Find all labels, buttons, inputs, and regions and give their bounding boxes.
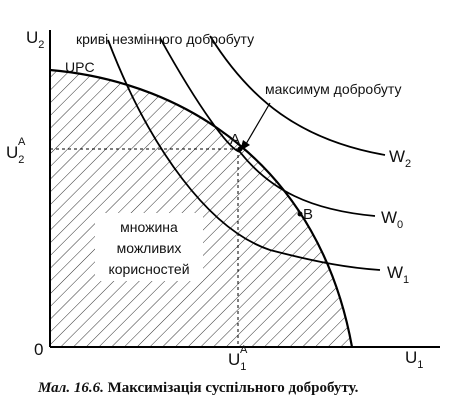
y-tick-u2a: U2 — [6, 143, 24, 166]
max-welfare-arrowhead — [240, 140, 250, 151]
x-tick-u1a-sup: A — [240, 344, 248, 356]
point-a-label: A — [230, 131, 240, 148]
max-welfare-leader — [245, 102, 271, 145]
x-axis-label: U1 — [405, 348, 423, 371]
y-axis-label: U2 — [26, 28, 44, 51]
w0-label: W0 — [381, 208, 403, 231]
indifference-curves-note: криві незмінного добробуту — [76, 31, 254, 47]
set-label-line1: множина — [120, 219, 178, 235]
point-b-marker — [297, 211, 303, 217]
max-welfare-note: максимум добробуту — [265, 81, 401, 97]
x-tick-u1a: U1 — [228, 350, 246, 373]
point-a-marker — [237, 146, 243, 152]
w2-curve — [209, 35, 386, 156]
set-label-line3: корисностей — [108, 261, 189, 277]
y-tick-u2a-sup: A — [18, 136, 26, 148]
w1-curve — [107, 39, 381, 271]
w0-curve — [159, 37, 376, 217]
set-label-line2: можливих — [117, 240, 182, 256]
set-label-backdrop — [95, 213, 203, 281]
point-b-label: B — [303, 206, 313, 223]
figure-caption: Мал. 16.6. Максимізація суспільного добр… — [37, 380, 359, 396]
upc-label: UPC — [65, 59, 95, 75]
w2-label: W2 — [389, 147, 411, 170]
w1-label: W1 — [387, 263, 409, 286]
origin-label: 0 — [34, 340, 43, 359]
